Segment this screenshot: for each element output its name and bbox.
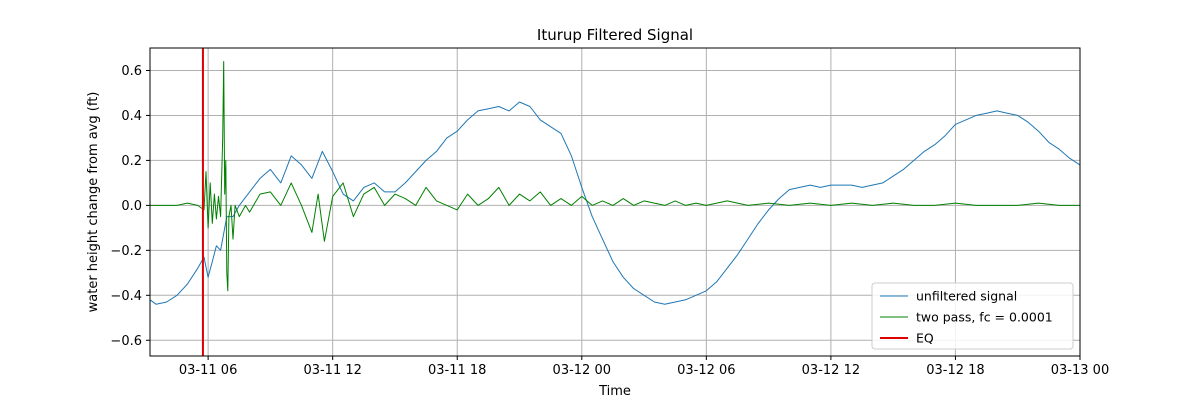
y-tick-label: 0.4 [121,109,142,124]
y-tick-label: 0.2 [121,154,142,169]
x-tick-label: 03-12 18 [926,363,984,378]
y-tick-label: −0.6 [110,334,142,349]
x-tick-label: 03-11 18 [428,363,486,378]
series-line-1 [150,61,1080,292]
series-layer [149,48,1081,356]
chart-title: Iturup Filtered Signal [537,26,693,44]
y-tick-label: 0.0 [121,199,142,214]
y-tick-label: −0.4 [110,289,142,304]
x-tick-label: 03-13 00 [1051,363,1109,378]
legend-label: EQ [916,331,934,346]
legend-label: unfiltered signal [916,289,1017,304]
legend: unfiltered signal two pass, fc = 0.0001 EQ [871,282,1074,350]
x-tick-label: 03-11 12 [303,363,361,378]
series-line-0 [149,101,1081,305]
x-tick-label: 03-12 06 [677,363,735,378]
x-tick-label: 03-12 00 [553,363,611,378]
y-axis-label: water height change from avg (ft) [86,92,101,313]
y-tick-label: −0.2 [110,244,142,259]
y-axis-ticks: 0.6 0.4 0.2 0.0 −0.2 −0.4 −0.6 [110,64,150,349]
plot-area-frame [149,47,1081,357]
x-tick-label: 03-11 06 [179,363,237,378]
x-tick-label: 03-12 12 [802,363,860,378]
legend-label: two pass, fc = 0.0001 [916,310,1053,325]
y-tick-label: 0.6 [121,64,142,79]
x-axis-label: Time [598,384,631,399]
x-axis-ticks: 03-11 06 03-11 12 03-11 18 03-12 00 03-12 06… [179,356,1109,378]
legend-box [871,282,1074,350]
